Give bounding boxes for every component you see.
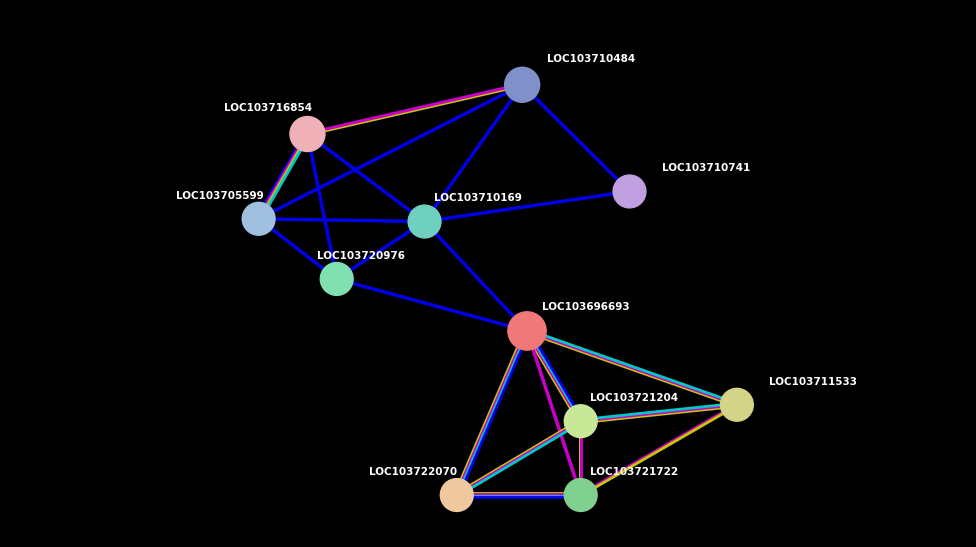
Text: LOC103720976: LOC103720976	[317, 251, 405, 261]
Text: LOC103696693: LOC103696693	[542, 302, 630, 312]
Ellipse shape	[564, 479, 597, 511]
Ellipse shape	[505, 67, 540, 102]
Text: LOC103710484: LOC103710484	[547, 54, 634, 64]
Ellipse shape	[564, 405, 597, 438]
Text: LOC103721722: LOC103721722	[590, 467, 678, 477]
Text: LOC103710741: LOC103710741	[662, 164, 750, 173]
Ellipse shape	[720, 388, 753, 421]
Ellipse shape	[290, 117, 325, 152]
Ellipse shape	[508, 312, 547, 350]
Ellipse shape	[408, 205, 441, 238]
Ellipse shape	[440, 479, 473, 511]
Ellipse shape	[613, 175, 646, 208]
Text: LOC103710169: LOC103710169	[434, 194, 522, 203]
Text: LOC103716854: LOC103716854	[224, 103, 312, 113]
Text: LOC103705599: LOC103705599	[176, 191, 264, 201]
Ellipse shape	[242, 202, 275, 235]
Text: LOC103721204: LOC103721204	[590, 393, 678, 403]
Text: LOC103711533: LOC103711533	[769, 377, 857, 387]
Text: LOC103722070: LOC103722070	[369, 467, 457, 477]
Ellipse shape	[320, 263, 353, 295]
